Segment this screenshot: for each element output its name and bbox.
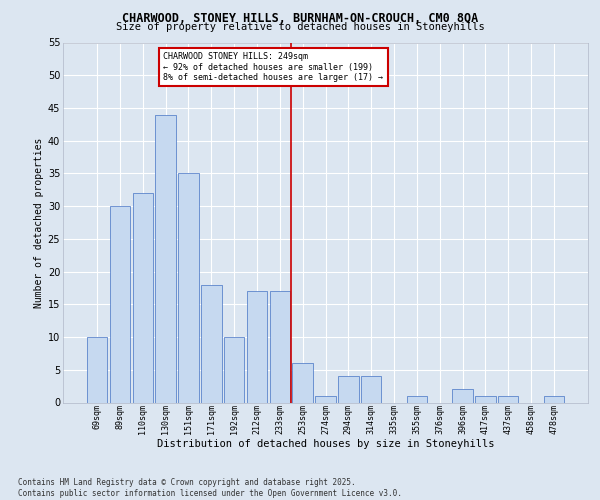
Bar xyxy=(269,291,290,403)
Bar xyxy=(201,284,221,403)
Bar xyxy=(87,337,107,402)
Bar xyxy=(178,174,199,402)
Bar xyxy=(544,396,564,402)
Bar xyxy=(361,376,382,402)
Y-axis label: Number of detached properties: Number of detached properties xyxy=(34,138,44,308)
Bar xyxy=(498,396,518,402)
X-axis label: Distribution of detached houses by size in Stoneyhills: Distribution of detached houses by size … xyxy=(157,440,494,450)
Bar xyxy=(110,206,130,402)
Text: Contains HM Land Registry data © Crown copyright and database right 2025.
Contai: Contains HM Land Registry data © Crown c… xyxy=(18,478,402,498)
Text: Size of property relative to detached houses in Stoneyhills: Size of property relative to detached ho… xyxy=(116,22,484,32)
Bar xyxy=(475,396,496,402)
Bar xyxy=(338,376,359,402)
Text: CHARWOOD, STONEY HILLS, BURNHAM-ON-CROUCH, CM0 8QA: CHARWOOD, STONEY HILLS, BURNHAM-ON-CROUC… xyxy=(122,12,478,26)
Bar xyxy=(452,390,473,402)
Bar xyxy=(407,396,427,402)
Bar xyxy=(155,114,176,403)
Bar xyxy=(292,363,313,403)
Text: CHARWOOD STONEY HILLS: 249sqm
← 92% of detached houses are smaller (199)
8% of s: CHARWOOD STONEY HILLS: 249sqm ← 92% of d… xyxy=(163,52,383,82)
Bar xyxy=(315,396,336,402)
Bar xyxy=(247,291,267,403)
Bar xyxy=(224,337,244,402)
Bar xyxy=(133,193,153,402)
